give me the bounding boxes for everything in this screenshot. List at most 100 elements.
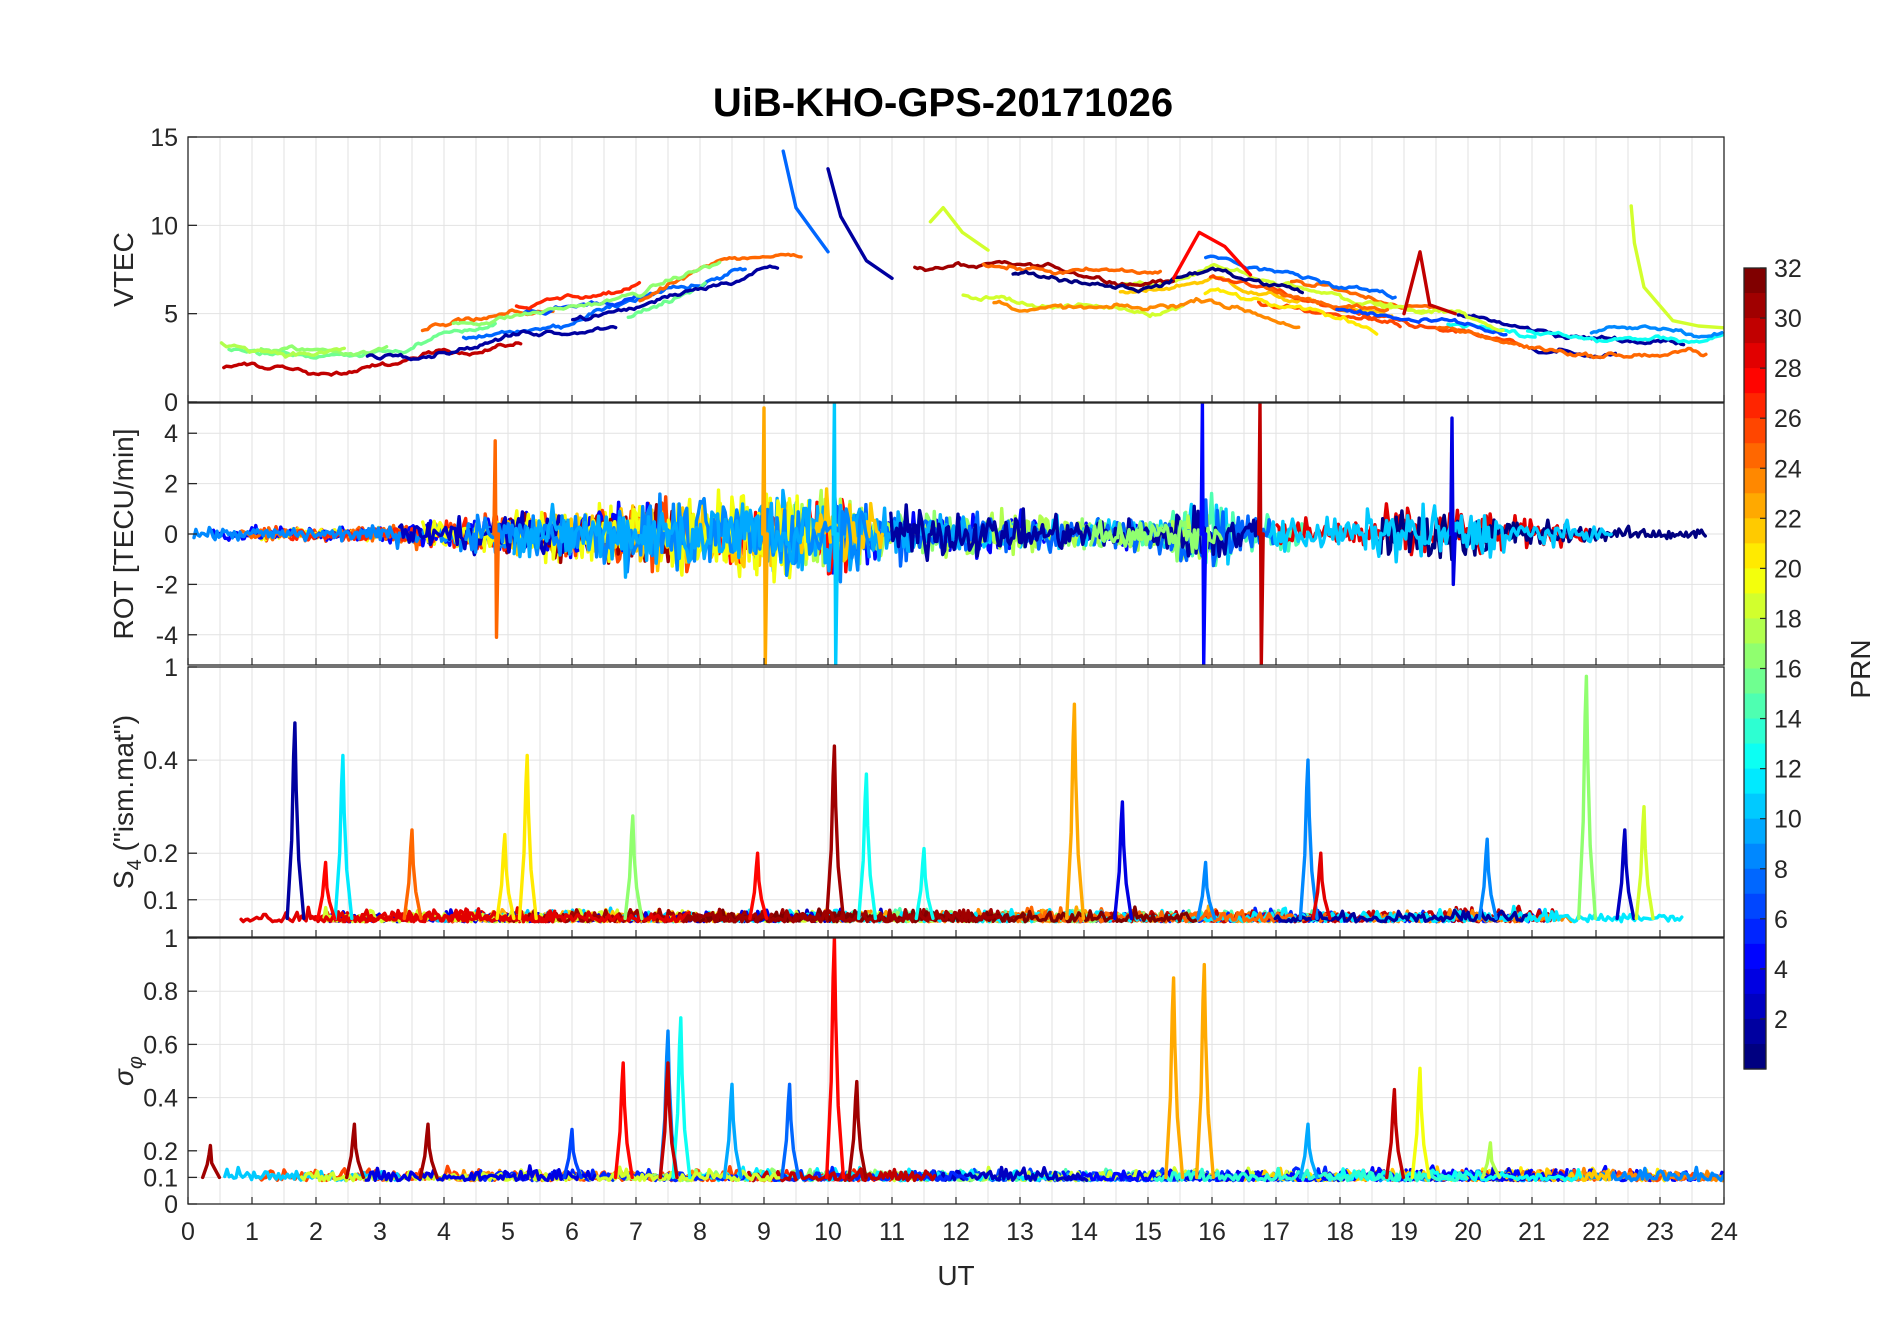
x-tick-label: 17 — [1262, 1218, 1290, 1246]
vtec-trace — [222, 341, 523, 377]
rot-spike — [1199, 403, 1208, 665]
colorbar-swatch — [1744, 493, 1766, 519]
vtec-trace — [1203, 287, 1379, 336]
colorbar-swatch — [1744, 618, 1766, 645]
x-tick-label: 11 — [879, 1218, 905, 1246]
sigma-phi-peak — [825, 938, 846, 1180]
y-tick-label: 0.6 — [143, 1031, 178, 1059]
colorbar-tick-label: 8 — [1774, 856, 1788, 884]
vtec-trace — [365, 325, 618, 362]
y-tick-label: -4 — [156, 622, 178, 650]
x-tick-label: 10 — [814, 1218, 842, 1246]
colorbar-swatch — [1744, 543, 1766, 569]
colorbar-tick-label: 18 — [1774, 605, 1802, 633]
y-tick-label: 1 — [164, 925, 178, 953]
vtec-trace — [259, 344, 389, 357]
rot-trace — [1267, 502, 1613, 564]
sigma-phi-peak — [1164, 976, 1185, 1180]
traces — [200, 938, 1724, 1183]
rot-trace — [512, 498, 812, 579]
x-tick-label: 0 — [181, 1218, 195, 1246]
x-tick-label: 6 — [565, 1218, 579, 1246]
colorbar-swatch — [1744, 943, 1766, 970]
y-tick-label: 10 — [150, 212, 178, 240]
s4-peak — [914, 846, 935, 921]
s4-peak — [623, 814, 644, 921]
x-tick-label: 22 — [1582, 1218, 1610, 1246]
vtec-trace — [1262, 285, 1390, 313]
colorbar-swatch — [1744, 368, 1766, 394]
y-tick-label: 0.1 — [143, 1164, 178, 1192]
traces — [239, 674, 1684, 924]
colorbar-swatch — [1744, 343, 1766, 369]
vtec-trace — [1589, 324, 1724, 339]
rot-spike — [761, 406, 769, 665]
panel-1: 0 5 10 15 VTEC — [108, 124, 1725, 417]
x-tick-label: 2 — [309, 1218, 323, 1246]
vtec-trace — [1435, 324, 1708, 360]
vtec-trace — [227, 321, 497, 360]
y-axis-label: ROT [TECU/min] — [108, 428, 139, 639]
y-tick-label: 0.1 — [143, 887, 178, 915]
vtec-trace — [638, 252, 803, 303]
x-tick-label: 5 — [501, 1218, 515, 1246]
x-axis: 0 1 2 3 4 5 6 7 8 9 10 11 12 13 14 15 16 17 18 19 20 21 22 23 24… — [181, 1218, 1738, 1291]
vtec-trace — [1335, 307, 1508, 337]
x-tick-label: 8 — [693, 1218, 707, 1246]
x-tick-label: 16 — [1198, 1218, 1226, 1246]
colorbar-swatch — [1744, 743, 1766, 770]
x-tick-label: 15 — [1134, 1218, 1162, 1246]
y-tick-label: 5 — [164, 301, 178, 329]
colorbar-tick-label: 20 — [1774, 555, 1802, 583]
x-tick-label: 13 — [1006, 1218, 1034, 1246]
y-axis-label: VTEC — [108, 232, 139, 307]
colorbar-tick-label: 10 — [1774, 806, 1802, 834]
y-tick-label: 0.2 — [143, 1138, 178, 1166]
x-tick-label: 24 — [1710, 1218, 1738, 1246]
x-tick-label: 18 — [1326, 1218, 1354, 1246]
s4-peak — [857, 772, 878, 921]
sigma-phi-peak — [345, 1122, 366, 1180]
y-label-rest: ("ism.mat") — [108, 715, 139, 859]
x-tick-label: 12 — [942, 1218, 970, 1246]
colorbar-tick-label: 2 — [1774, 1006, 1788, 1034]
y-label-subscript: φ — [125, 1056, 147, 1069]
y-label-sigma: σ — [108, 1068, 139, 1086]
colorbar-tick-label: 22 — [1774, 505, 1802, 533]
s4-peak — [1576, 674, 1598, 921]
colorbar-swatch — [1744, 1043, 1766, 1070]
vtec-trace — [514, 281, 642, 311]
y-tick-label: 4 — [164, 420, 178, 448]
s4-peak — [1196, 860, 1217, 921]
colorbar-swatch — [1744, 768, 1766, 795]
s4-peak — [1615, 828, 1636, 921]
sigma-phi-trace — [1153, 1166, 1469, 1183]
y-axis-label: S4 ("ism.mat") — [108, 715, 146, 889]
sigma-phi-peak — [722, 1082, 743, 1180]
sigma-phi-peak — [658, 1061, 679, 1180]
vtec-trace — [1402, 250, 1457, 316]
colorbar-tick-label: 6 — [1774, 906, 1788, 934]
colorbar-tick-label: 4 — [1774, 956, 1788, 984]
vtec-trace — [1373, 301, 1505, 333]
y-tick-label: 0 — [164, 1191, 178, 1219]
vtec-trace — [913, 259, 1176, 288]
colorbar-tick-label: 16 — [1774, 656, 1802, 684]
colorbar-swatch — [1744, 518, 1766, 544]
colorbar-tick-label: 32 — [1774, 255, 1802, 283]
sigma-phi-peak — [671, 1016, 692, 1180]
vtec-trace — [781, 149, 830, 254]
vtec-trace — [1629, 204, 1724, 330]
rot-spike — [831, 403, 840, 665]
s4-peak — [333, 753, 354, 921]
traces — [219, 149, 1724, 377]
colorbar-swatch — [1744, 643, 1766, 670]
colorbar-swatch — [1744, 268, 1766, 294]
sigma-phi-peak — [200, 1143, 222, 1180]
s4-trace — [681, 907, 1002, 924]
x-tick-label: 4 — [437, 1218, 451, 1246]
colorbar-swatch — [1744, 693, 1766, 720]
colorbar-swatch — [1744, 843, 1766, 870]
